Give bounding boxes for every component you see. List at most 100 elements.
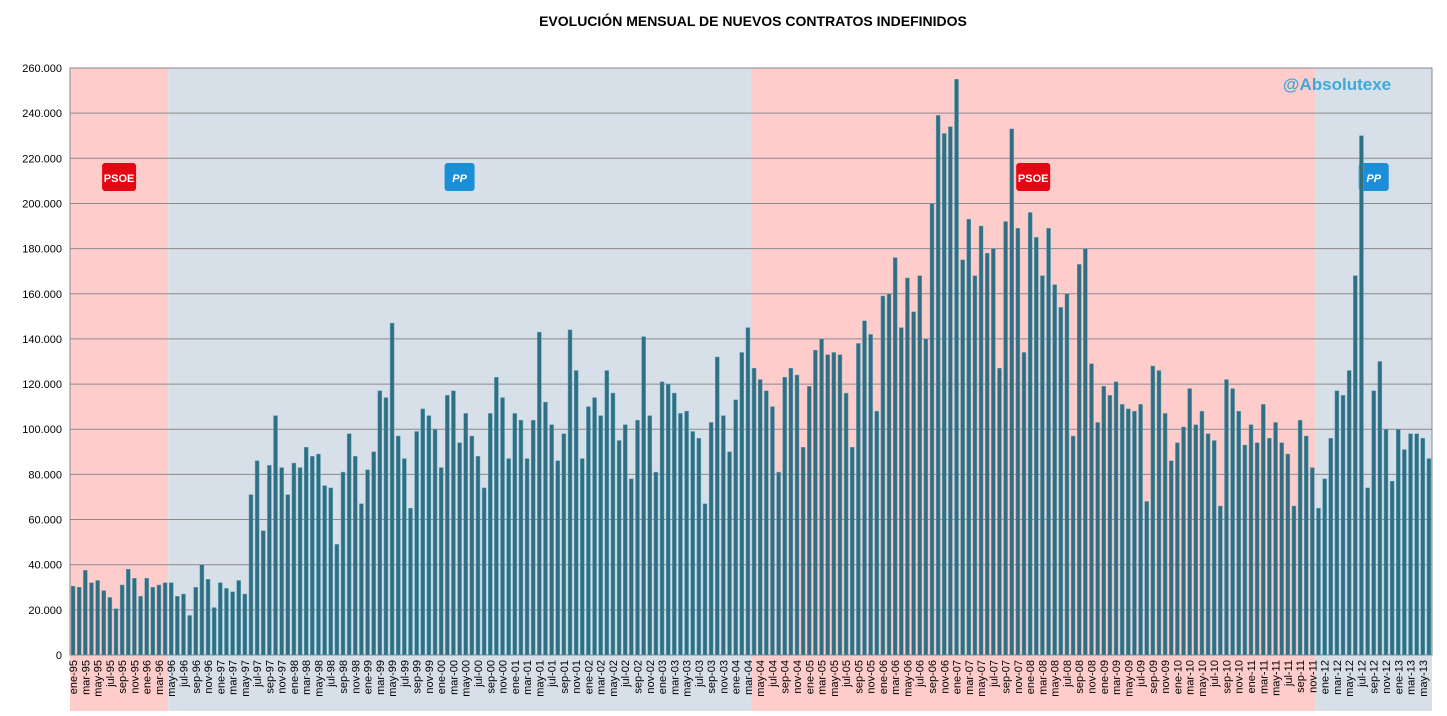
bar <box>788 368 794 656</box>
logo-box <box>102 163 137 191</box>
bar <box>89 582 94 656</box>
bar <box>598 415 603 656</box>
bar <box>95 580 100 656</box>
bar <box>1254 442 1260 656</box>
bar <box>573 370 579 656</box>
y-tick-label: 200.000 <box>22 198 62 210</box>
bar <box>518 419 524 656</box>
x-tick-label: jul-07 <box>988 660 1000 688</box>
logo-box <box>1358 163 1389 191</box>
bar <box>83 570 88 656</box>
x-tick-label: sep-03 <box>706 660 718 694</box>
bar <box>825 354 830 656</box>
x-tick-label: ene-04 <box>731 660 743 694</box>
x-tick-label: jul-01 <box>547 660 559 688</box>
bar <box>1359 135 1364 656</box>
x-tick-label: may-01 <box>534 660 546 697</box>
bar <box>126 568 131 656</box>
x-tick-label: may-12 <box>1344 660 1356 697</box>
bar <box>604 370 610 656</box>
bar <box>1261 404 1266 656</box>
bar <box>567 329 573 656</box>
bar <box>1316 508 1321 656</box>
x-tick-label: ene-96 <box>142 660 154 694</box>
bar <box>132 577 137 656</box>
bar <box>101 590 106 656</box>
x-tick-label: jul-08 <box>1062 660 1074 688</box>
bar <box>1144 501 1149 656</box>
bar <box>1083 248 1088 656</box>
bar <box>457 442 462 656</box>
y-tick-label: 40.000 <box>28 560 62 572</box>
bar <box>1371 390 1376 656</box>
bar <box>76 587 82 656</box>
x-tick-label: sep-09 <box>1148 660 1160 694</box>
party-logo: PP <box>444 163 475 191</box>
bar <box>807 386 812 656</box>
x-tick-label: sep-12 <box>1369 660 1381 694</box>
logo-box <box>444 163 475 191</box>
x-tick-label: sep-05 <box>853 660 865 694</box>
x-tick-label: mar-06 <box>890 660 902 695</box>
bar <box>1205 433 1211 656</box>
chart-title: EVOLUCIÓN MENSUAL DE NUEVOS CONTRATOS IN… <box>539 12 967 29</box>
bar <box>107 597 113 656</box>
y-tick-label: 120.000 <box>22 379 62 391</box>
x-tick-label: sep-11 <box>1295 660 1307 693</box>
bar <box>285 494 291 656</box>
bar <box>942 133 947 656</box>
y-tick-label: 160.000 <box>22 289 62 301</box>
bar <box>1426 458 1432 656</box>
bar <box>745 327 751 656</box>
bar <box>911 311 916 656</box>
bar <box>254 460 260 656</box>
bar <box>426 415 432 656</box>
x-tick-label: mar-08 <box>1037 660 1049 695</box>
bar <box>751 368 757 656</box>
bar <box>1365 487 1370 656</box>
x-tick-label: sep-96 <box>191 660 203 694</box>
bar <box>1034 237 1039 656</box>
bar <box>843 392 849 656</box>
bar <box>1248 424 1254 656</box>
bar <box>346 433 352 656</box>
bar <box>1077 264 1082 656</box>
x-tick-label: mar-00 <box>448 660 460 695</box>
bar <box>389 322 395 656</box>
x-tick-label: mar-99 <box>375 660 387 695</box>
x-tick-label: sep-10 <box>1221 660 1233 694</box>
party-logo: PSOE <box>1016 163 1051 191</box>
x-tick-label: ene-97 <box>215 660 227 694</box>
bar <box>113 608 119 656</box>
bar <box>340 471 346 656</box>
bar <box>678 413 683 656</box>
x-tick-label: jul-09 <box>1136 660 1148 688</box>
x-tick-label: ene-11 <box>1246 660 1258 693</box>
x-tick-label: may-05 <box>829 660 841 697</box>
x-tick-label: nov-04 <box>792 660 804 694</box>
bar <box>365 469 370 656</box>
bar <box>1396 428 1401 656</box>
bar <box>1064 293 1070 656</box>
x-tick-label: sep-00 <box>485 660 497 694</box>
bar <box>886 293 892 656</box>
bar <box>169 582 174 656</box>
x-tick-label: may-13 <box>1418 660 1430 697</box>
bar <box>708 422 714 656</box>
x-tick-label: jul-02 <box>620 660 632 688</box>
x-tick-label: may-97 <box>240 660 252 697</box>
bar <box>543 401 548 656</box>
bar <box>414 431 419 656</box>
x-tick-label: nov-09 <box>1160 660 1172 694</box>
bar <box>641 336 646 656</box>
bar <box>1187 388 1192 656</box>
x-tick-label: jul-10 <box>1209 660 1221 688</box>
bar <box>880 295 886 656</box>
x-tick-label: sep-06 <box>927 660 939 694</box>
bar <box>1169 460 1174 656</box>
bar <box>291 462 297 656</box>
x-tick-label: ene-07 <box>952 660 964 694</box>
bar <box>929 203 935 656</box>
bar <box>923 338 929 656</box>
bar <box>1107 395 1113 656</box>
